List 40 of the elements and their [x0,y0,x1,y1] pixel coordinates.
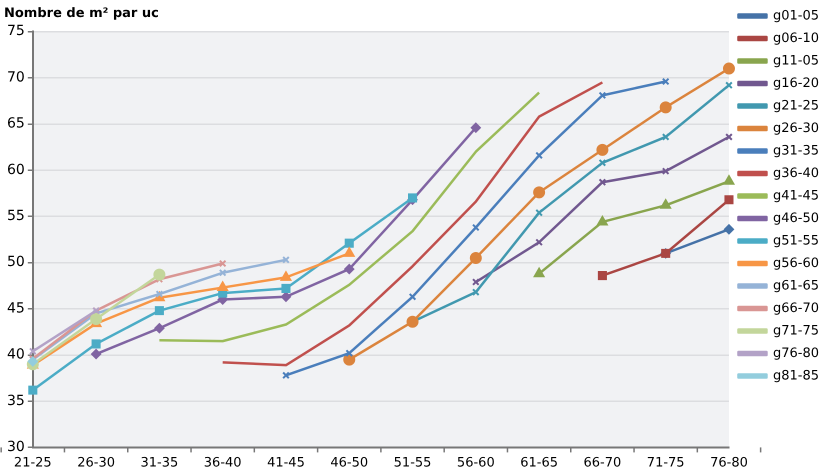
x-tick-label: 61-65 [520,456,558,471]
x-tick-label: 51-55 [394,456,432,471]
x-tick-label: 46-50 [330,456,368,471]
legend-label: g61-65 [772,278,820,294]
y-tick-label: 30 [6,439,25,456]
legend-label: g16-20 [772,76,820,91]
legend-label: g21-25 [772,98,820,114]
legend-label: g36-40 [772,166,820,181]
legend-label: g11-05 [772,53,820,68]
legend-label: g41-45 [772,188,820,204]
x-tick-label: 36-40 [204,456,242,471]
y-tick-label: 75 [6,23,25,40]
legend-label: g26-30 [772,120,820,136]
legend-label: g81-85 [772,368,820,384]
x-tick-label: 41-45 [267,456,305,471]
legend-label: g46-50 [772,210,820,226]
y-tick-label: 50 [6,254,25,270]
legend-label: g66-70 [772,300,820,316]
legend-label: g76-80 [772,346,820,361]
y-tick-label: 65 [6,116,25,132]
x-tick-label: 66-70 [584,456,622,471]
x-tick-label: 21-25 [14,456,52,471]
legend-label: g71-75 [772,323,820,338]
x-tick-label: 56-60 [456,456,495,471]
legend-label: g31-35 [772,143,820,158]
legend-label: g06-10 [772,30,820,46]
x-tick-label: 26-30 [77,456,115,471]
chart-title: Nombre de m² par uc [4,6,159,22]
y-tick-label: 70 [6,69,25,86]
y-tick-label: 35 [6,392,25,409]
y-tick-label: 55 [6,208,25,224]
x-tick-label: 31-35 [140,456,178,471]
x-tick-label: 71-75 [646,456,685,471]
legend-label: g51-55 [772,233,820,248]
y-tick-label: 40 [6,346,25,363]
y-tick-label: 60 [6,162,25,178]
legend-label: g56-60 [772,256,820,271]
y-tick-label: 45 [6,300,25,316]
legend-label: g01-05 [772,8,820,24]
x-tick-label: 76-80 [710,456,748,471]
